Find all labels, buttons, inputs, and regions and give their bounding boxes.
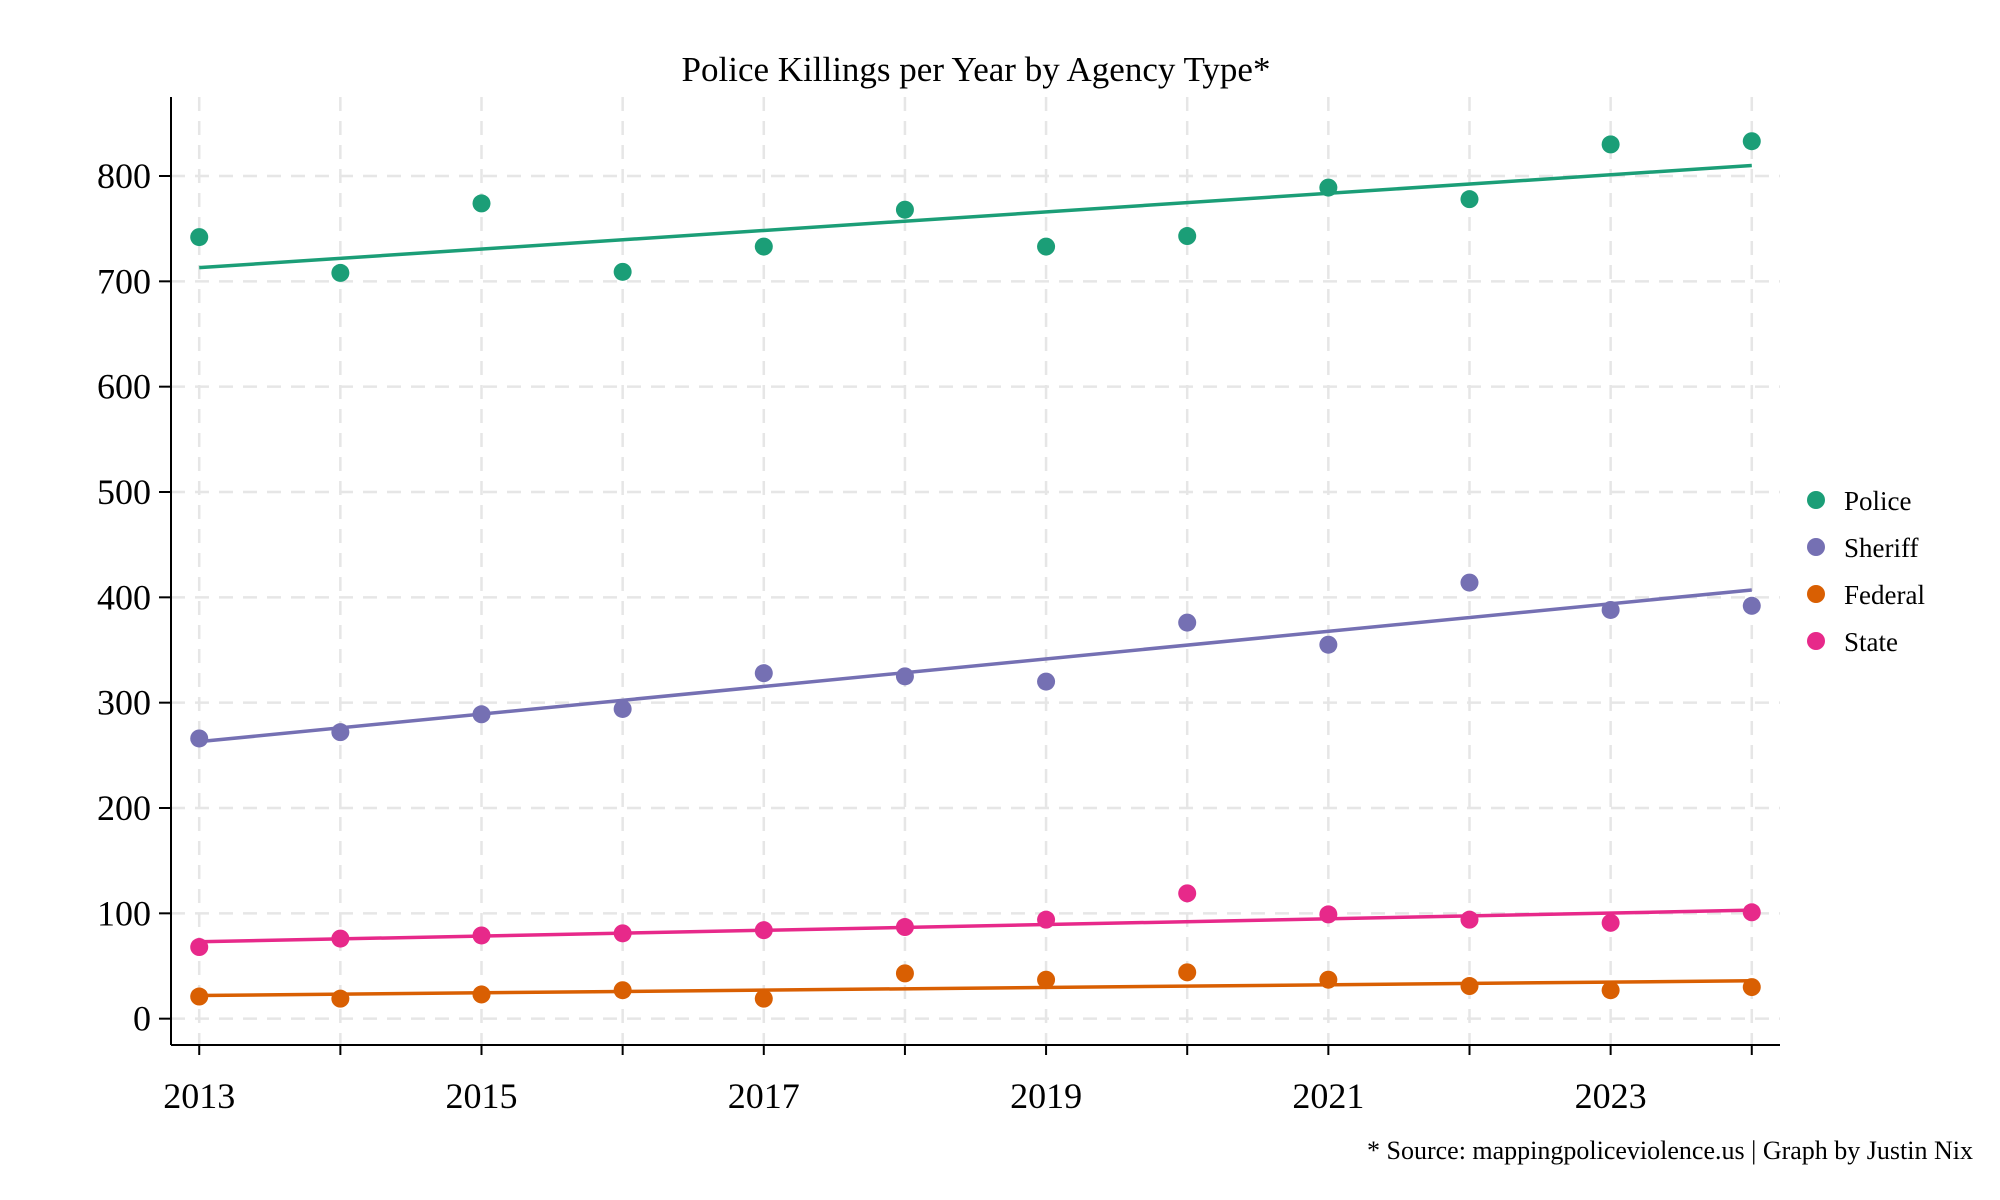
chart-title: Police Killings per Year by Agency Type* — [682, 50, 1271, 89]
y-tick-label: 600 — [97, 367, 151, 407]
point-police-2014 — [331, 263, 350, 282]
point-police-2023 — [1601, 135, 1620, 154]
point-police-2017 — [754, 237, 773, 256]
legend: Police Sheriff Federal State — [1807, 486, 1925, 657]
legend-label-federal: Federal — [1844, 580, 1925, 610]
point-police-2016 — [613, 262, 632, 281]
point-state-2022 — [1460, 910, 1479, 929]
trend-line-federal — [199, 978, 1752, 998]
point-police-2022 — [1460, 190, 1479, 209]
point-police-2020 — [1178, 227, 1197, 246]
trend-lines — [199, 163, 1752, 998]
point-state-2013 — [190, 938, 209, 957]
point-federal-2017 — [754, 989, 773, 1008]
axes: 0 100 200 300 400 500 600 700 800 2013 2015 2017 201… — [97, 97, 1780, 1116]
trend-line-sheriff — [199, 588, 1752, 744]
point-state-2018 — [895, 918, 914, 937]
legend-label-state: State — [1844, 627, 1898, 657]
y-tick-label: 0 — [133, 999, 151, 1039]
y-tick-label: 700 — [97, 261, 151, 301]
point-federal-2013 — [190, 987, 209, 1006]
point-sheriff-2024 — [1742, 596, 1761, 615]
y-tick-label: 500 — [97, 472, 151, 512]
point-sheriff-2014 — [331, 723, 350, 742]
point-federal-2015 — [472, 985, 491, 1004]
point-sheriff-2021 — [1319, 635, 1338, 654]
y-tick-label: 100 — [97, 893, 151, 933]
trend-line-state — [199, 908, 1752, 944]
point-police-2024 — [1742, 132, 1761, 151]
point-sheriff-2019 — [1037, 672, 1056, 691]
legend-label-police: Police — [1844, 486, 1912, 516]
point-federal-2022 — [1460, 977, 1479, 996]
y-tick-label: 400 — [97, 577, 151, 617]
legend-marker-federal — [1807, 585, 1825, 603]
y-tick-label: 200 — [97, 788, 151, 828]
point-federal-2019 — [1037, 970, 1056, 989]
point-sheriff-2013 — [190, 729, 209, 748]
point-police-2019 — [1037, 237, 1056, 256]
source-note: * Source: mappingpoliceviolence.us | Gra… — [1367, 1136, 1973, 1165]
legend-marker-state — [1807, 632, 1825, 650]
point-federal-2014 — [331, 989, 350, 1008]
data-points — [190, 132, 1761, 1008]
point-federal-2021 — [1319, 970, 1338, 989]
point-state-2019 — [1037, 910, 1056, 929]
x-tick-label: 2019 — [1010, 1076, 1082, 1116]
point-state-2023 — [1601, 913, 1620, 932]
point-sheriff-2022 — [1460, 573, 1479, 592]
legend-marker-sheriff — [1807, 538, 1825, 556]
x-tick-label: 2017 — [728, 1076, 800, 1116]
point-state-2020 — [1178, 884, 1197, 903]
point-federal-2023 — [1601, 981, 1620, 1000]
point-state-2017 — [754, 921, 773, 940]
point-sheriff-2020 — [1178, 613, 1197, 632]
point-state-2014 — [331, 929, 350, 948]
point-federal-2018 — [895, 964, 914, 983]
y-tick-label: 800 — [97, 156, 151, 196]
grid — [171, 97, 1780, 1045]
point-sheriff-2015 — [472, 705, 491, 724]
point-police-2018 — [895, 200, 914, 219]
legend-label-sheriff: Sheriff — [1844, 533, 1919, 563]
point-police-2013 — [190, 228, 209, 247]
trend-line-police — [199, 163, 1752, 270]
point-state-2015 — [472, 926, 491, 945]
x-tick-label: 2015 — [446, 1076, 518, 1116]
point-police-2015 — [472, 194, 491, 213]
point-state-2021 — [1319, 905, 1338, 924]
point-sheriff-2016 — [613, 699, 632, 718]
point-state-2024 — [1742, 903, 1761, 922]
x-tick-label: 2023 — [1575, 1076, 1647, 1116]
point-federal-2020 — [1178, 963, 1197, 982]
legend-marker-police — [1807, 491, 1825, 509]
y-tick-label: 300 — [97, 683, 151, 723]
point-sheriff-2017 — [754, 664, 773, 683]
point-federal-2024 — [1742, 978, 1761, 997]
point-police-2021 — [1319, 178, 1338, 197]
point-sheriff-2023 — [1601, 600, 1620, 619]
point-state-2016 — [613, 924, 632, 943]
x-tick-label: 2013 — [163, 1076, 235, 1116]
point-federal-2016 — [613, 981, 632, 1000]
point-sheriff-2018 — [895, 667, 914, 686]
x-tick-label: 2021 — [1292, 1076, 1364, 1116]
